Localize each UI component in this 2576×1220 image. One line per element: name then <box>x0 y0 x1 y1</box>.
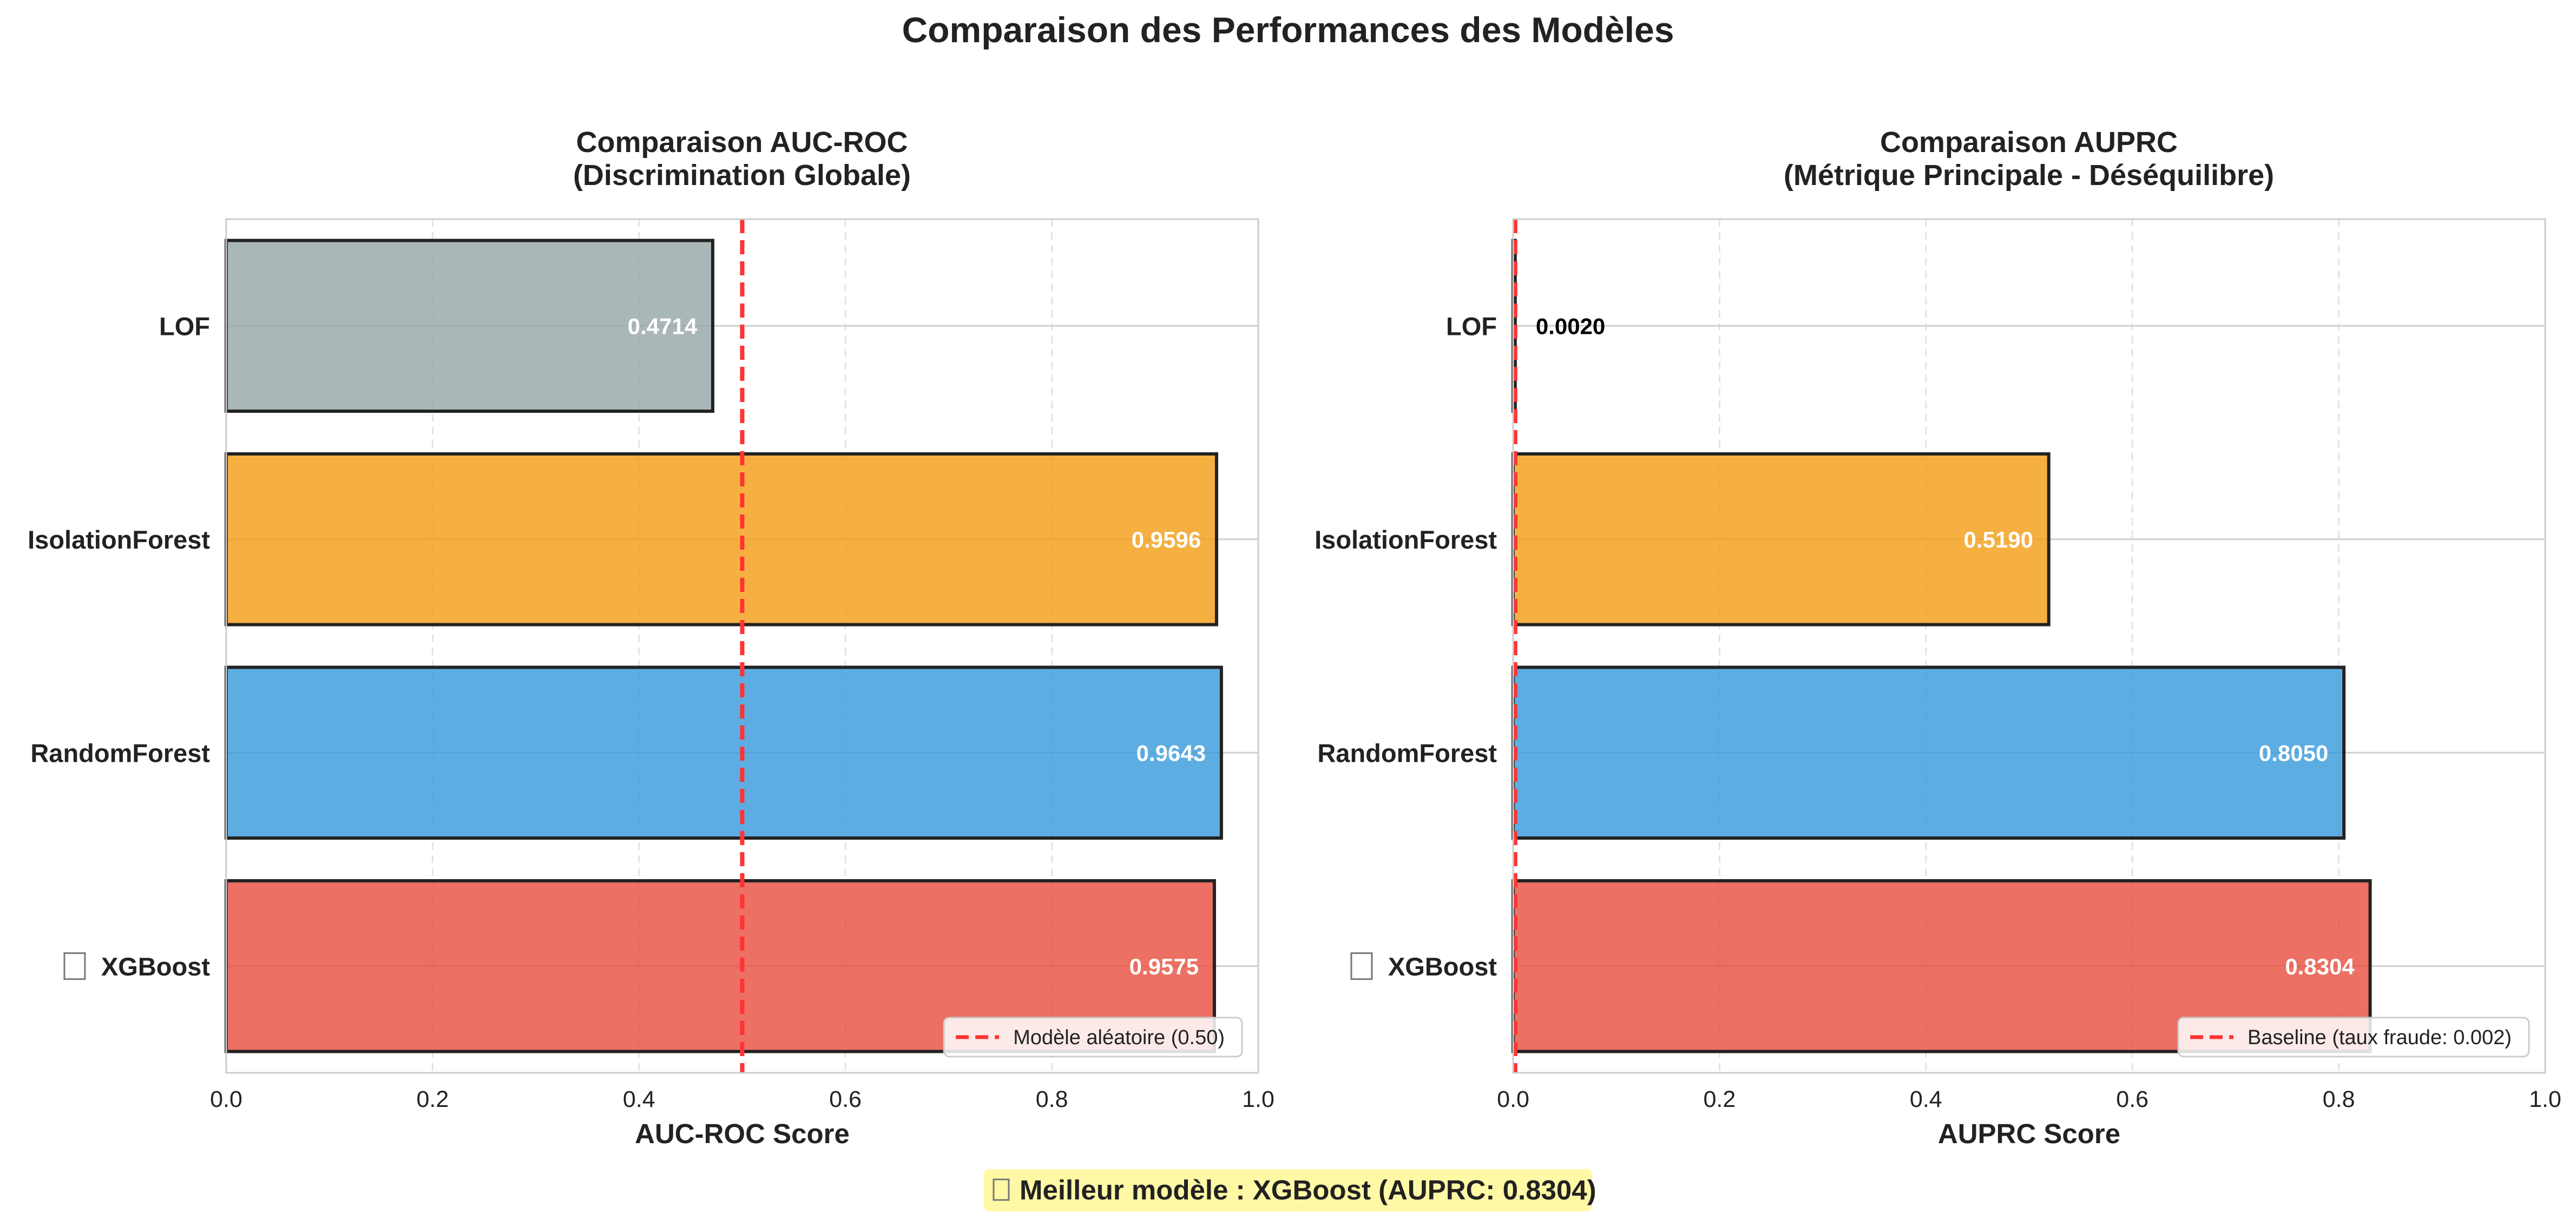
best-model-note: Meilleur modèle : XGBoost (AUPRC: 0.8304… <box>984 1169 1596 1211</box>
best-model-note-background <box>984 1169 1592 1211</box>
x-tick-label: 1.0 <box>2529 1086 2561 1112</box>
category-label: RandomForest <box>30 738 210 767</box>
chart-title: Comparaison AUC-ROC <box>576 126 908 159</box>
x-tick-label: 0.0 <box>210 1086 242 1112</box>
legend-label: Modèle aléatoire (0.50) <box>1013 1026 1225 1049</box>
star-icon <box>993 1178 1010 1201</box>
x-tick-label: 0.6 <box>2116 1086 2148 1112</box>
category-label: XGBoost <box>101 952 210 981</box>
x-tick-label: 0.6 <box>829 1086 862 1112</box>
bar-lof <box>225 239 714 413</box>
bar-isolationforest <box>225 452 1218 627</box>
bar-value-label: 0.8304 <box>2285 954 2355 979</box>
bar-value-label: 0.5190 <box>1963 527 2033 552</box>
legend-box <box>943 1017 1243 1058</box>
legend: Modèle aléatoire (0.50) <box>943 1017 1243 1058</box>
plot-frame <box>225 218 1259 1074</box>
best-model-note-text: Meilleur modèle : XGBoost (AUPRC: 0.8304… <box>1020 1175 1596 1205</box>
x-tick-label: 0.4 <box>623 1086 655 1112</box>
category-label: IsolationForest <box>28 525 210 554</box>
category-label: IsolationForest <box>1315 525 1497 554</box>
plot-frame <box>1512 218 2546 1074</box>
x-tick-label: 0.0 <box>1497 1086 1529 1112</box>
star-icon <box>63 952 86 980</box>
bar-value-label: 0.0020 <box>1536 313 1605 339</box>
bar-value-label: 0.9596 <box>1132 527 1201 552</box>
x-tick-label: 0.8 <box>2323 1086 2355 1112</box>
chart-subtitle: (Métrique Principale - Déséquilibre) <box>1784 159 2274 192</box>
category-label: XGBoost <box>1388 952 1497 981</box>
auprc-chart: Comparaison AUPRC(Métrique Principale - … <box>1315 126 2561 1149</box>
bar-value-label: 0.9643 <box>1136 740 1206 766</box>
bar-value-label: 0.8050 <box>2259 740 2328 766</box>
x-axis-label: AUC-ROC Score <box>635 1118 850 1149</box>
auc-roc-chart: Comparaison AUC-ROC(Discrimination Globa… <box>28 126 1274 1149</box>
x-tick-label: 1.0 <box>1242 1086 1274 1112</box>
category-label: LOF <box>1446 312 1497 340</box>
x-axis-label: AUPRC Score <box>1938 1118 2120 1149</box>
bar-isolationforest <box>1512 452 2051 627</box>
category-label: RandomForest <box>1317 738 1497 767</box>
bar-value-label: 0.9575 <box>1129 954 1199 979</box>
bar-randomforest <box>225 665 1223 840</box>
legend: Baseline (taux fraude: 0.002) <box>2177 1017 2530 1058</box>
bar-randomforest <box>1512 665 2346 840</box>
figure-title: Comparaison des Performances des Modèles <box>902 10 1674 50</box>
chart-title: Comparaison AUPRC <box>1880 126 2178 159</box>
x-tick-label: 0.8 <box>1036 1086 1068 1112</box>
bar-value-label: 0.4714 <box>628 313 698 339</box>
x-tick-label: 0.2 <box>417 1086 449 1112</box>
legend-label: Baseline (taux fraude: 0.002) <box>2248 1026 2512 1049</box>
star-icon <box>1350 952 1373 980</box>
category-label: LOF <box>159 312 210 340</box>
chart-subtitle: (Discrimination Globale) <box>573 159 911 192</box>
legend-box <box>2177 1017 2530 1058</box>
x-tick-label: 0.4 <box>1910 1086 1942 1112</box>
x-tick-label: 0.2 <box>1704 1086 1736 1112</box>
